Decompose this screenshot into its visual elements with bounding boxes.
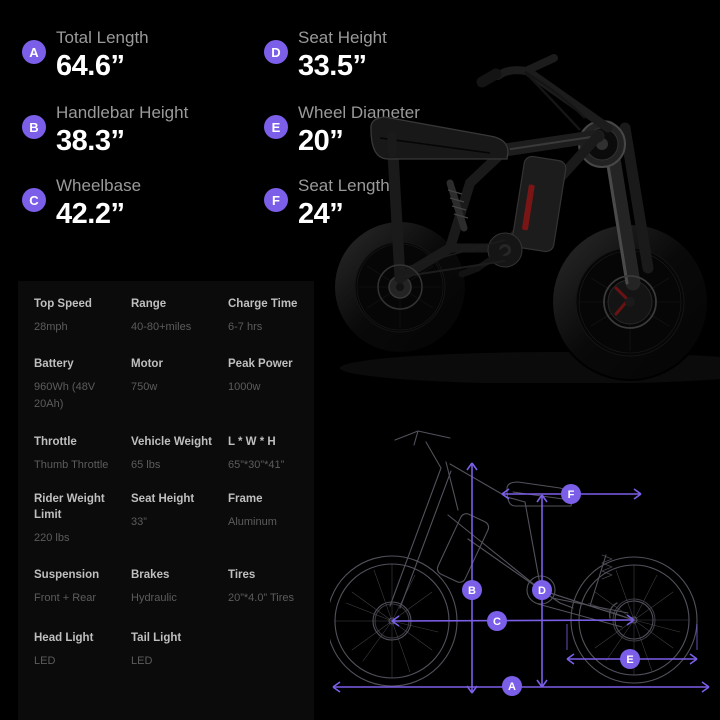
svg-text:F: F	[568, 489, 575, 501]
svg-text:C: C	[493, 616, 501, 628]
svg-text:E: E	[626, 654, 633, 666]
svg-text:B: B	[468, 585, 476, 597]
svg-text:D: D	[538, 585, 546, 597]
svg-text:A: A	[508, 681, 516, 693]
